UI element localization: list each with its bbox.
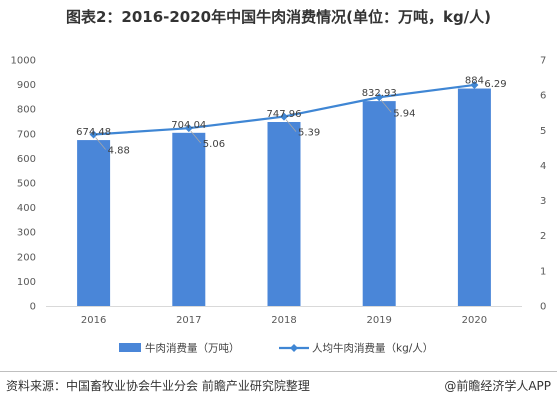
legend-line-label: 人均牛肉消费量（kg/人） — [312, 342, 433, 355]
x-tick-label: 2016 — [81, 315, 106, 326]
left-tick-label: 300 — [17, 228, 36, 239]
right-tick-label: 0 — [540, 302, 546, 313]
line-series — [89, 80, 479, 139]
leader-line — [380, 99, 392, 113]
footer-divider — [0, 371, 557, 372]
x-tick-label: 2018 — [271, 315, 296, 326]
brand-text: @前瞻经济学人APP — [444, 379, 551, 393]
left-tick-label: 1000 — [11, 56, 36, 67]
bar-value-label: 747.96 — [267, 109, 302, 120]
left-tick-label: 200 — [17, 252, 36, 263]
right-tick-label: 5 — [540, 126, 546, 137]
right-tick-label: 4 — [540, 161, 546, 172]
combo-chart: 0 100 200 300 400 500 600 700 800 900 1000 0 1 2 3 4 5 6… — [11, 56, 547, 355]
left-tick-label: 0 — [30, 302, 36, 313]
bar — [362, 101, 396, 307]
line-value-label: 6.29 — [484, 79, 506, 90]
x-axis-ticks: 2016 2017 2018 2019 2020 — [81, 315, 487, 326]
left-tick-label: 600 — [17, 154, 36, 165]
right-axis-ticks: 0 1 2 3 4 5 6 7 — [540, 56, 546, 313]
left-tick-label: 500 — [17, 179, 36, 190]
bar — [77, 140, 111, 306]
right-tick-label: 6 — [540, 91, 546, 102]
x-tick-label: 2017 — [176, 315, 201, 326]
line-value-label: 5.39 — [298, 128, 320, 139]
left-tick-label: 800 — [17, 105, 36, 116]
legend-bar-label: 牛肉消费量（万吨） — [145, 342, 240, 355]
line-data-labels: 4.88 5.06 5.39 5.94 6.29 — [95, 79, 507, 157]
right-tick-label: 1 — [540, 266, 546, 277]
line-value-label: 4.88 — [108, 146, 130, 157]
bar-value-label: 704.04 — [171, 120, 206, 131]
brand-credit: @前瞻经济学人APP — [444, 377, 551, 394]
legend-line-marker — [290, 344, 298, 352]
bar-value-label: 832.93 — [362, 88, 397, 99]
line-point — [89, 130, 98, 139]
chart-title: 图表2：2016-2020年中国牛肉消费情况(单位：万吨，kg/人) — [65, 8, 492, 26]
bar-series — [77, 88, 491, 307]
bar — [267, 122, 301, 307]
line-point — [470, 80, 479, 89]
line-value-label: 5.06 — [203, 139, 225, 150]
line-point — [184, 124, 193, 133]
legend: 牛肉消费量（万吨） 人均牛肉消费量（kg/人） — [119, 342, 433, 355]
left-axis-ticks: 0 100 200 300 400 500 600 700 800 900 1000 — [11, 56, 36, 313]
bar — [172, 132, 206, 306]
line-point — [375, 93, 384, 102]
bar-value-label: 674.48 — [76, 127, 111, 138]
right-tick-label: 7 — [540, 56, 546, 67]
line-value-label: 5.94 — [393, 108, 415, 119]
legend-bar-swatch — [119, 343, 141, 352]
bar-data-labels: 674.48 704.04 747.96 832.93 884 — [76, 76, 484, 139]
right-tick-label: 2 — [540, 231, 546, 242]
left-tick-label: 100 — [17, 277, 36, 288]
line-point — [280, 112, 288, 121]
source-note: 资料来源：中国畜牧业协会牛业分会 前瞻产业研究院整理 — [6, 379, 310, 393]
leader-line — [190, 130, 202, 144]
bar — [457, 88, 491, 306]
bar-value-label: 884 — [465, 76, 484, 87]
x-tick-label: 2020 — [462, 315, 487, 326]
leader-line — [285, 119, 297, 132]
leader-line — [95, 137, 106, 150]
left-tick-label: 700 — [17, 129, 36, 140]
left-tick-label: 400 — [17, 203, 36, 214]
left-tick-label: 900 — [17, 80, 36, 91]
x-tick-label: 2019 — [366, 315, 391, 326]
right-tick-label: 3 — [540, 196, 546, 207]
